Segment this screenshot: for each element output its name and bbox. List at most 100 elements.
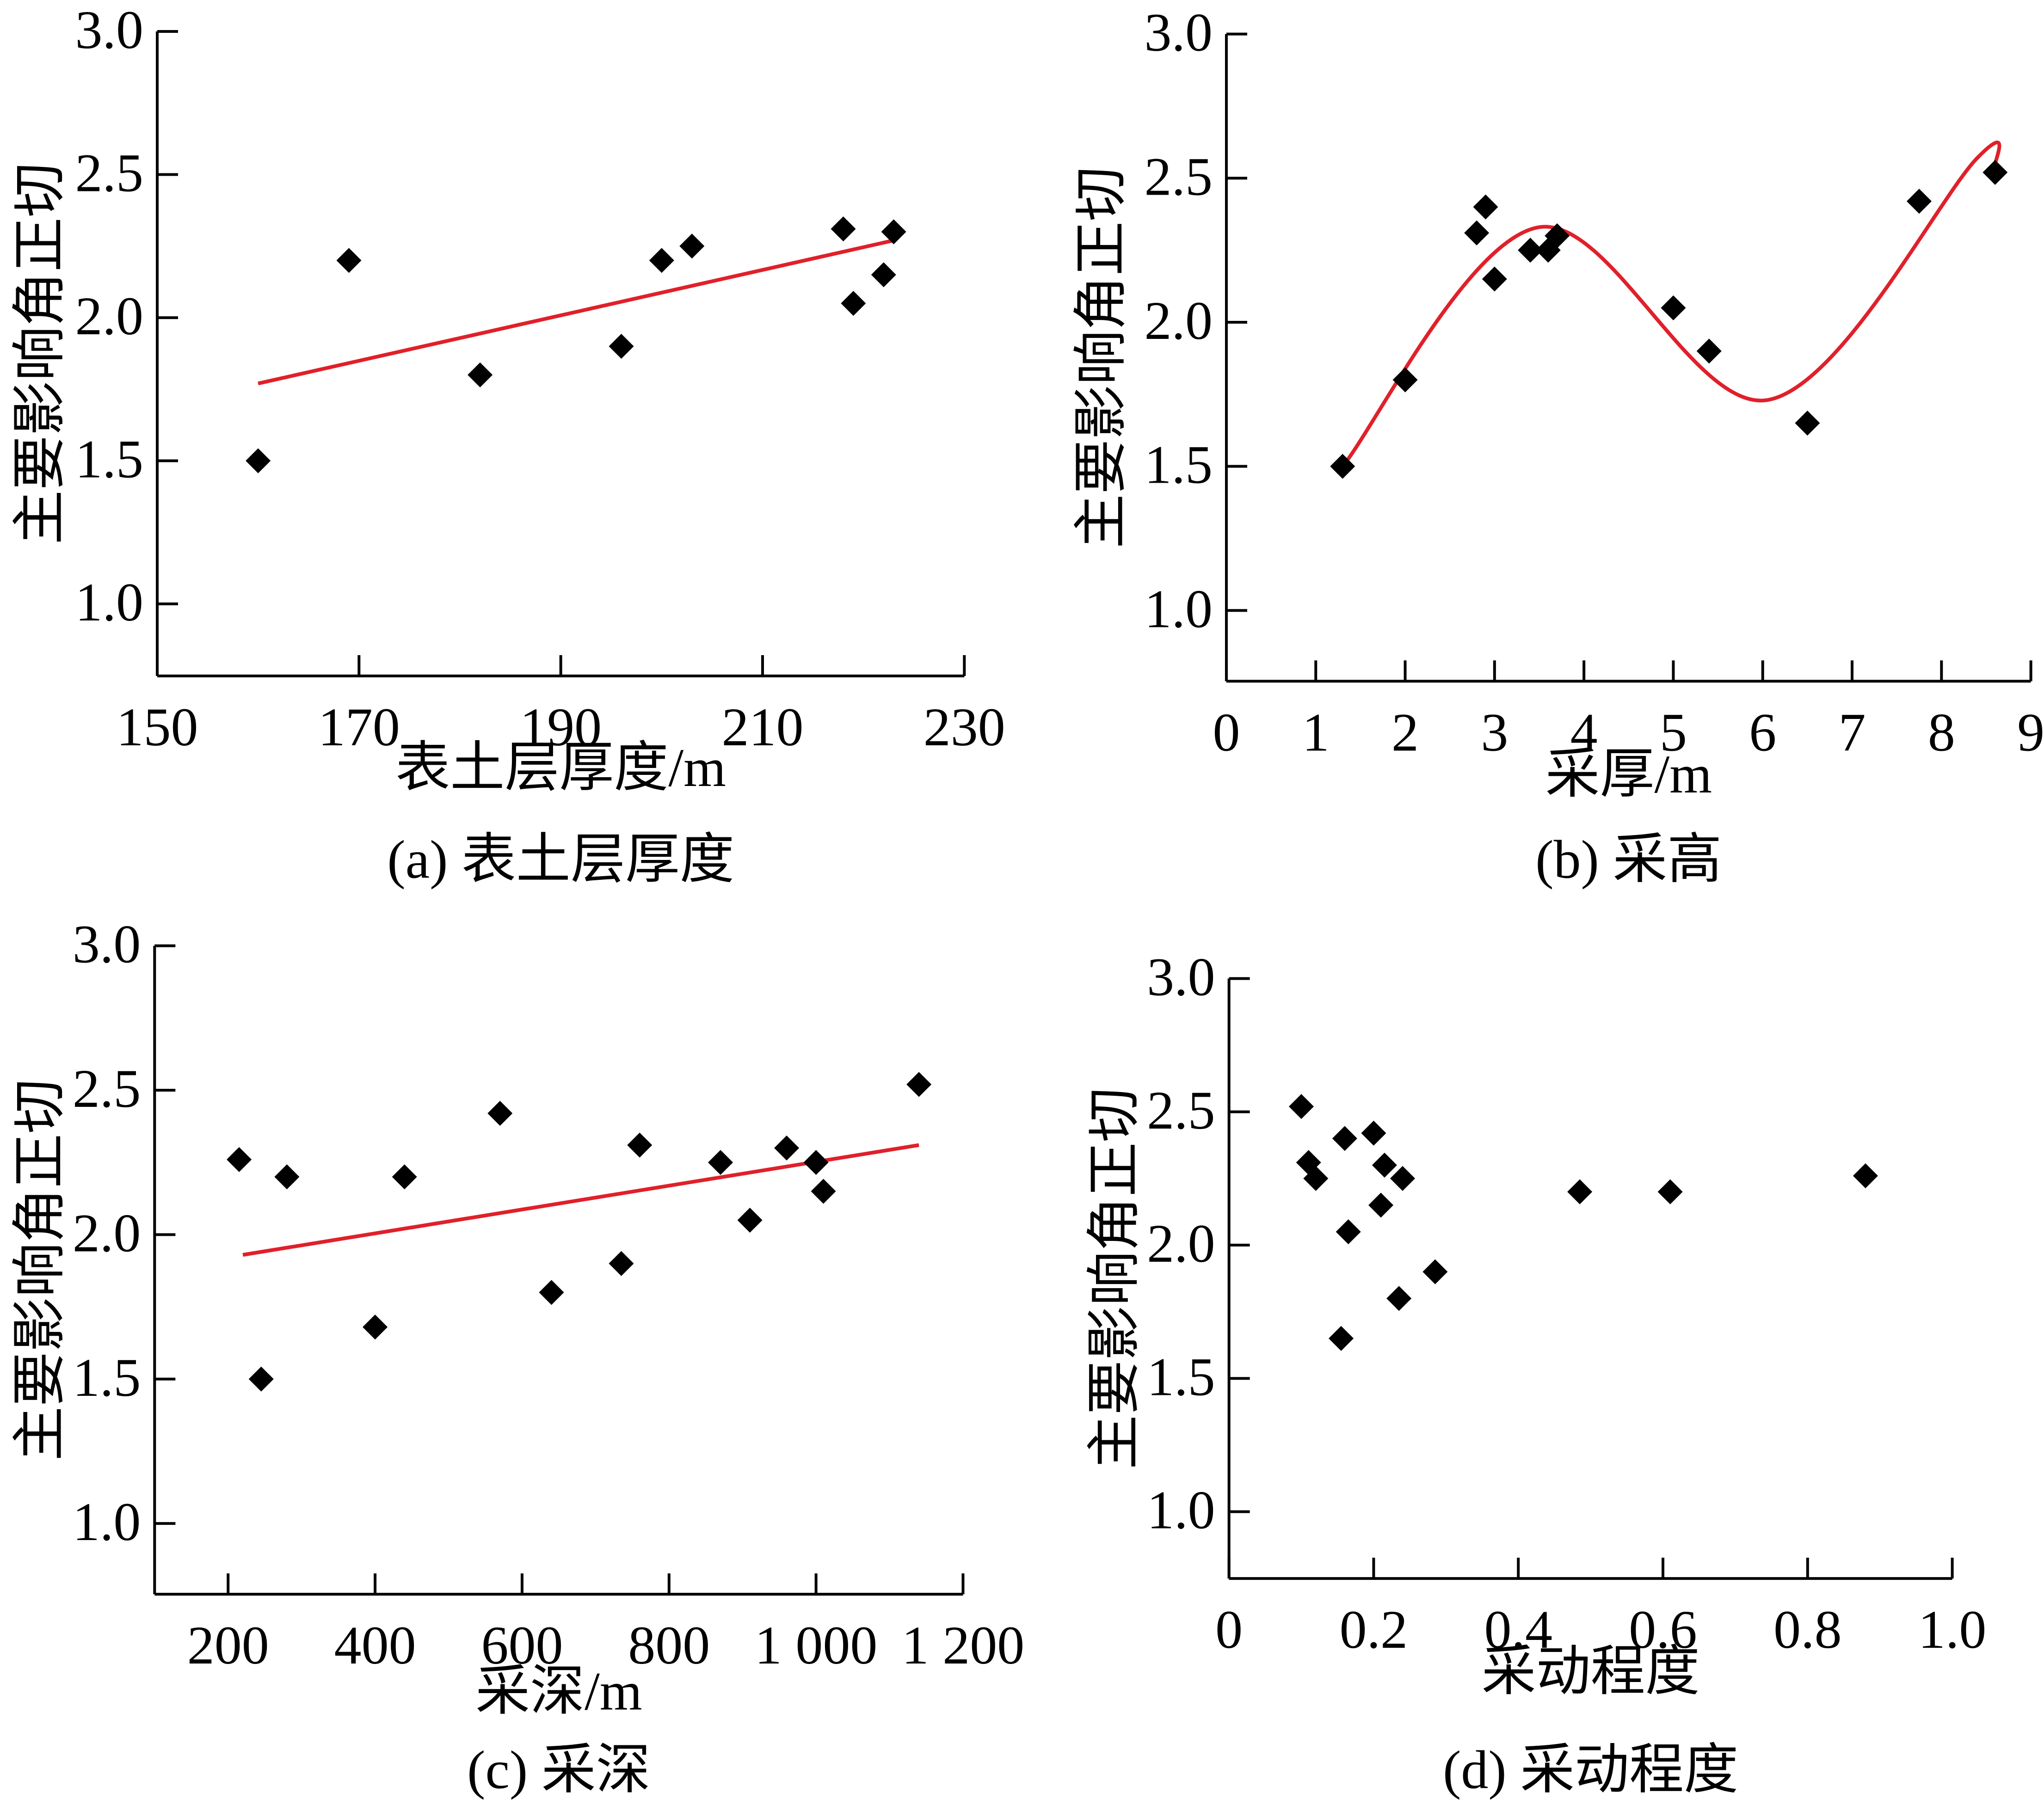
data-point bbox=[737, 1208, 763, 1233]
data-point bbox=[1853, 1163, 1878, 1189]
data-point bbox=[679, 233, 705, 259]
data-point bbox=[831, 216, 856, 242]
x-tick-label: 4 bbox=[1570, 702, 1598, 762]
data-point bbox=[1464, 220, 1490, 246]
panel-a: 1.0 1.5 2.0 2.5 3.0 150 170 190 210 230 表土层厚度/m 主要影… bbox=[10, 0, 1005, 890]
data-point bbox=[1368, 1192, 1394, 1218]
panel-c: 1.0 1.5 2.0 2.5 3.0 200 400 600 800 1 000 1 200 采深/… bbox=[10, 914, 1024, 1800]
panel-d: 1.0 1.5 2.0 2.5 3.0 0 0.2 0.4 0.6 0.8 1.0 采动程度 主要影响角… bbox=[1084, 946, 1987, 1800]
y-tick-label: 3.0 bbox=[75, 0, 143, 60]
data-point bbox=[1482, 266, 1507, 292]
y-tick-label: 1.0 bbox=[75, 572, 143, 632]
data-point bbox=[1473, 194, 1498, 220]
x-tick-label: 600 bbox=[481, 1615, 563, 1676]
y-tick-label: 2.0 bbox=[75, 286, 143, 346]
data-point bbox=[1372, 1153, 1397, 1178]
x-tick-label: 0 bbox=[1213, 702, 1240, 762]
y-tick-label: 2.0 bbox=[1144, 290, 1213, 351]
x-tick-label: 190 bbox=[520, 697, 602, 757]
data-point bbox=[1332, 1126, 1357, 1151]
y-axis-label: 主要影响角正切 bbox=[1084, 1087, 1145, 1469]
y-tick-label: 2.0 bbox=[73, 1203, 141, 1263]
x-tick-label: 1 bbox=[1302, 702, 1330, 762]
data-point bbox=[774, 1135, 800, 1160]
data-point bbox=[1982, 160, 2008, 185]
x-tick-label: 7 bbox=[1839, 702, 1866, 762]
y-tick-label: 1.0 bbox=[73, 1492, 141, 1552]
x-tick-label: 6 bbox=[1749, 702, 1776, 762]
y-axis-label: 主要影响角正切 bbox=[10, 163, 70, 545]
data-point bbox=[1518, 238, 1543, 263]
data-point bbox=[1361, 1120, 1386, 1146]
data-point bbox=[246, 448, 271, 473]
y-axis-label: 主要影响角正切 bbox=[10, 1079, 70, 1461]
x-axis-label: 采厚/m bbox=[1545, 744, 1712, 804]
data-point bbox=[392, 1164, 417, 1190]
x-tick-label: 9 bbox=[2017, 702, 2044, 762]
x-tick-label: 0.8 bbox=[1773, 1599, 1842, 1660]
y-tick-label: 1.0 bbox=[1144, 578, 1213, 639]
data-point bbox=[627, 1132, 653, 1158]
x-tick-label: 1 000 bbox=[755, 1615, 878, 1676]
x-tick-label: 230 bbox=[923, 697, 1005, 757]
data-point bbox=[1661, 295, 1686, 320]
data-point bbox=[1303, 1166, 1329, 1191]
x-axis-label: 表土层厚度/m bbox=[395, 737, 726, 798]
data-point bbox=[363, 1314, 388, 1340]
panel-b: 1.0 1.5 2.0 2.5 3.0 0 1 2 3 4 5 6 7 8 9 采厚/m 主要影响角正切 (b) … bbox=[1071, 2, 2044, 890]
data-point bbox=[1390, 1166, 1415, 1191]
x-tick-label: 170 bbox=[318, 697, 400, 757]
y-tick-label: 1.5 bbox=[75, 429, 143, 490]
y-tick-label: 3.0 bbox=[1144, 2, 1213, 63]
y-tick-label: 2.5 bbox=[1144, 146, 1213, 207]
panel-caption: (c) 采深 bbox=[467, 1739, 650, 1800]
data-point bbox=[871, 262, 896, 288]
x-tick-label: 2 bbox=[1391, 702, 1419, 762]
data-point bbox=[248, 1366, 274, 1392]
x-tick-label: 3 bbox=[1481, 702, 1508, 762]
y-tick-label: 3.0 bbox=[73, 914, 141, 975]
data-point bbox=[803, 1150, 829, 1175]
data-point bbox=[841, 291, 866, 316]
data-point bbox=[539, 1280, 564, 1305]
data-point bbox=[336, 248, 362, 273]
y-tick-label: 1.0 bbox=[1147, 1480, 1215, 1541]
data-point bbox=[1329, 1326, 1354, 1351]
x-tick-label: 200 bbox=[187, 1615, 269, 1676]
x-tick-label: 0.2 bbox=[1340, 1599, 1408, 1660]
data-point bbox=[1906, 189, 1932, 214]
fit-curve bbox=[1341, 141, 2001, 468]
x-tick-label: 800 bbox=[628, 1615, 710, 1676]
x-tick-label: 0.6 bbox=[1629, 1599, 1697, 1660]
data-point bbox=[1545, 223, 1570, 248]
data-point bbox=[609, 1251, 634, 1276]
y-tick-label: 1.5 bbox=[1144, 435, 1213, 495]
y-tick-label: 3.0 bbox=[1147, 946, 1215, 1007]
y-tick-label: 1.5 bbox=[73, 1347, 141, 1408]
x-axis-label: 采动程度 bbox=[1482, 1641, 1700, 1702]
data-point bbox=[1386, 1286, 1412, 1311]
y-tick-label: 1.5 bbox=[1147, 1346, 1215, 1407]
y-axis-label: 主要影响角正切 bbox=[1071, 166, 1132, 548]
data-point bbox=[1795, 411, 1820, 436]
data-point bbox=[1392, 367, 1418, 393]
panel-caption: (d) 采动程度 bbox=[1443, 1739, 1738, 1800]
data-point bbox=[811, 1179, 836, 1204]
x-tick-label: 5 bbox=[1660, 702, 1687, 762]
y-tick-label: 2.5 bbox=[75, 143, 143, 203]
data-point bbox=[487, 1100, 513, 1126]
x-tick-label: 210 bbox=[721, 697, 803, 757]
panel-caption: (b) 采高 bbox=[1535, 829, 1722, 890]
data-point bbox=[609, 333, 634, 359]
data-point bbox=[906, 1072, 932, 1097]
data-point bbox=[468, 362, 493, 387]
x-axis-label: 采深/m bbox=[475, 1661, 642, 1721]
data-point bbox=[1336, 1219, 1361, 1245]
data-point bbox=[1422, 1259, 1448, 1284]
data-point bbox=[274, 1164, 300, 1190]
data-point bbox=[1696, 338, 1722, 364]
x-tick-label: 400 bbox=[334, 1615, 416, 1676]
x-tick-label: 0 bbox=[1215, 1599, 1243, 1660]
